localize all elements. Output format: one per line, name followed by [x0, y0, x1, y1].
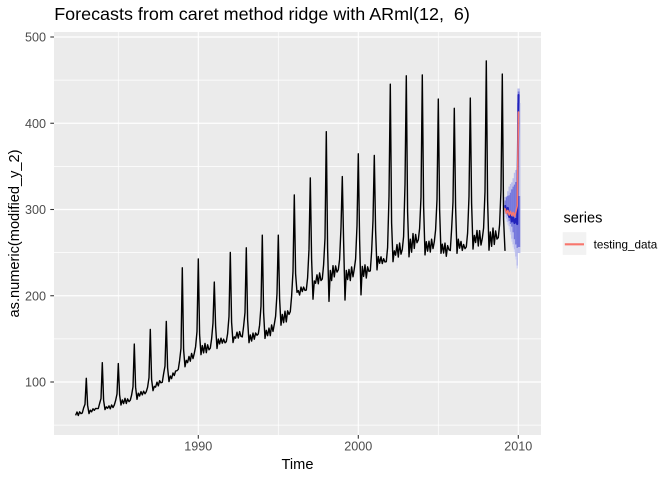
svg-text:200: 200: [25, 289, 46, 303]
svg-text:Time: Time: [282, 457, 314, 473]
svg-text:Forecasts from caret method ri: Forecasts from caret method ridge with A…: [54, 4, 470, 24]
svg-text:1990: 1990: [184, 440, 212, 454]
svg-text:2000: 2000: [344, 440, 372, 454]
svg-text:500: 500: [25, 31, 46, 45]
svg-text:100: 100: [25, 376, 46, 390]
svg-text:300: 300: [25, 203, 46, 217]
svg-text:400: 400: [25, 117, 46, 131]
svg-text:as.numeric(modified_y_2): as.numeric(modified_y_2): [7, 150, 23, 318]
svg-text:testing_data: testing_data: [594, 238, 658, 251]
svg-text:2010: 2010: [504, 440, 532, 454]
svg-text:series: series: [564, 210, 603, 226]
